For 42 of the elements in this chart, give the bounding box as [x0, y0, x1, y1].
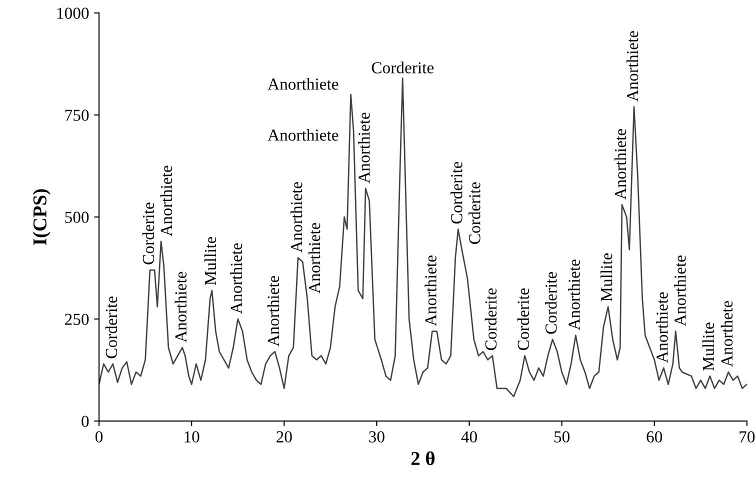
- annotation: Anorthete: [720, 301, 733, 367]
- annotation: Corderite: [468, 182, 480, 244]
- annotation: Anorthiete: [268, 128, 338, 141]
- annotation: Anorthiete: [160, 166, 172, 236]
- y-tick-label: 500: [65, 212, 89, 223]
- annotation: Anorthiete: [230, 243, 242, 314]
- annotation: Anorthiete: [174, 272, 187, 342]
- y-tick-label: 1000: [57, 8, 89, 19]
- annotation: Anorthiete: [568, 260, 580, 330]
- x-tick-label: 70: [740, 431, 755, 442]
- y-tick-label: 250: [65, 314, 89, 325]
- annotation: Anorthiete: [626, 31, 638, 102]
- annotation: Corderite: [450, 162, 462, 224]
- annotation: Anorthiete: [674, 256, 686, 326]
- annotation: Mullite: [600, 253, 612, 302]
- x-tick-label: 60: [646, 431, 662, 442]
- y-tick-label: 750: [65, 110, 89, 121]
- x-tick-label: 10: [184, 431, 200, 442]
- annotation: Corderite: [545, 272, 557, 334]
- annotation: Anorthiete: [358, 112, 370, 184]
- annotation: Anorthiete: [424, 256, 436, 326]
- annotation: Mullite: [204, 236, 216, 285]
- annotation: Corderite: [372, 62, 434, 74]
- annotation: Corderite: [105, 296, 118, 358]
- y-tick-label: 0: [82, 416, 89, 427]
- x-tick-label: 0: [96, 431, 103, 442]
- annotation: Anorthiete: [290, 182, 302, 253]
- annotation: Corderite: [484, 288, 497, 350]
- x-tick-label: 50: [554, 431, 570, 442]
- x-axis-title: 2 θ: [411, 451, 435, 466]
- annotation: Anorthiete: [656, 292, 668, 363]
- y-axis-title: I(CPS): [32, 189, 50, 245]
- annotation: Anorthiete: [267, 276, 280, 346]
- annotation: Anorthiete: [268, 78, 338, 90]
- x-tick-label: 30: [369, 431, 384, 442]
- annotation: Anorthiete: [308, 222, 320, 294]
- annotation: Anorthiete: [614, 129, 626, 200]
- annotation: Corderite: [517, 288, 529, 350]
- x-tick-label: 20: [276, 431, 292, 442]
- x-tick-label: 40: [461, 431, 477, 442]
- annotation: Mullite: [702, 322, 714, 371]
- annotation: Corderite: [142, 202, 154, 264]
